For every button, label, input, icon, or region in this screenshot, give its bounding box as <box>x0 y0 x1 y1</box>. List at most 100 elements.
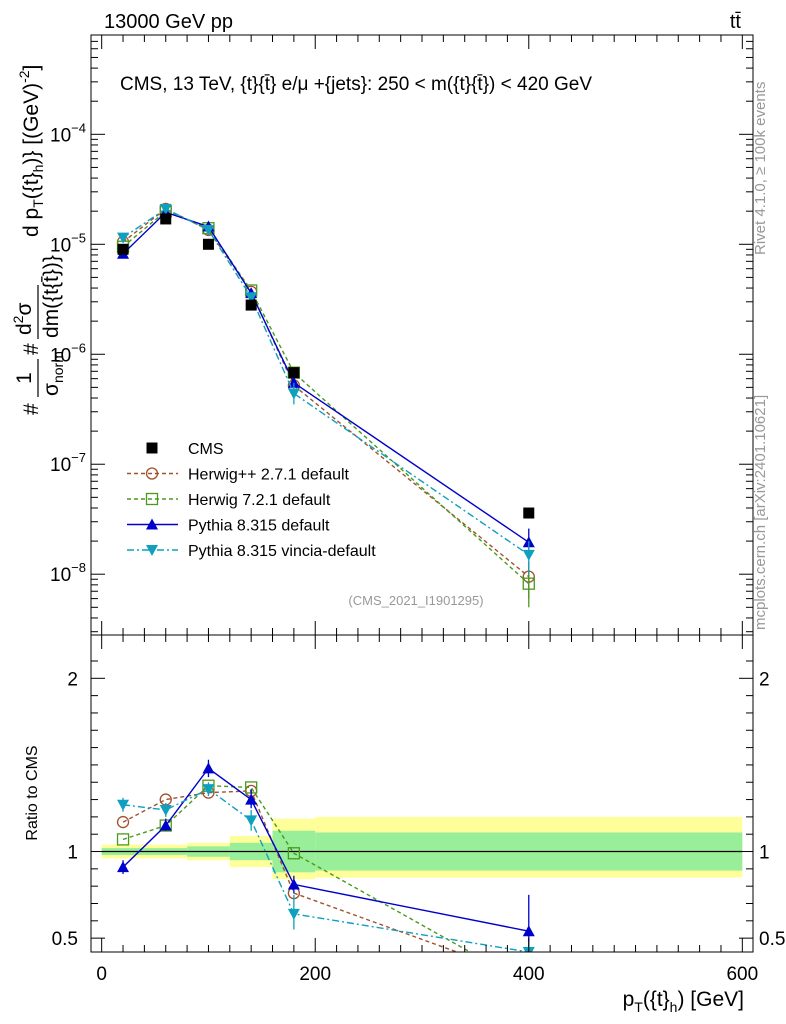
legend-label: Pythia 8.315 default <box>188 518 330 535</box>
legend-label: Pythia 8.315 vincia-default <box>188 543 376 560</box>
data-point <box>287 388 300 400</box>
ratio-point <box>245 815 258 827</box>
data-point <box>159 203 172 215</box>
data-point <box>245 299 257 311</box>
svg-text:d pT({t}h)} [(GeV)-2]: d pT({t}h)} [(GeV)-2] <box>16 65 46 237</box>
data-point <box>522 549 535 561</box>
energy-label: 13000 GeV pp <box>104 11 233 33</box>
ratio-point <box>159 804 172 816</box>
ylabel-t-sub: T <box>30 199 46 208</box>
ylabel-hash-1: # <box>20 403 43 415</box>
ratio-point <box>287 878 300 890</box>
series-line <box>122 208 530 556</box>
ratio-series-herwig-2-7-1-default <box>116 784 459 952</box>
data-point <box>160 213 172 225</box>
ratio-y-tick-label: 2 <box>67 669 78 690</box>
mcplots-label: mcplots.cern.ch [arXiv:2401.10621] <box>752 395 769 630</box>
ratio-point <box>202 784 215 796</box>
main-y-tick-base: 10 <box>50 235 71 256</box>
ylabel-one: 1 <box>13 372 36 384</box>
chart-title: CMS, 13 TeV, {t}{t̄} e/μ +{jets}: 250 < … <box>120 74 592 95</box>
ratio-line <box>122 790 459 952</box>
ylabel-sigma: σ <box>13 303 36 316</box>
ratio-series-pythia-8-315-default <box>117 759 535 952</box>
main-y-tick-exp: −7 <box>71 450 86 465</box>
data-point <box>245 292 258 304</box>
rivet-version-label: Rivet 4.1.0, ≥ 100k events <box>752 82 769 255</box>
ratio-y-tick-label: 1 <box>67 843 78 864</box>
legend: CMS Herwig++ 2.7.1 default Herwig 7.2.1 de… <box>127 441 376 560</box>
legend-item-cms: CMS <box>146 441 224 458</box>
ratio-point <box>245 793 258 805</box>
ratio-x-tick-label: 200 <box>299 964 331 985</box>
ylabel-hash-2: # <box>20 343 43 355</box>
legend-marker <box>146 545 158 556</box>
ratio-point <box>116 833 130 846</box>
legend-item-herwig-2-7-1-default: Herwig++ 2.7.1 default <box>127 467 350 484</box>
ratio-point <box>202 762 215 774</box>
ratio-point <box>116 815 130 829</box>
legend-item-pythia-8-315-default: Pythia 8.315 default <box>127 518 330 535</box>
series-cms <box>117 213 535 519</box>
main-y-tick-exp: −4 <box>71 120 86 135</box>
ylabel-two: 2 <box>10 315 26 323</box>
xlabel-end: ) [GeV] <box>677 988 744 1011</box>
ratio-x-axis-label: pT({t}h) [GeV] <box>623 988 744 1015</box>
data-point <box>522 577 535 590</box>
ratio-y-tick-label-right: 0.5 <box>759 929 785 950</box>
ratio-line <box>122 767 529 932</box>
ratio-point <box>117 799 130 811</box>
svg-text:σnorm: σnorm <box>40 351 66 396</box>
ratio-y-tick-label-right: 1 <box>759 843 770 864</box>
ratio-y-tick-label-right: 2 <box>759 669 770 690</box>
process-label: tt̄ <box>730 11 742 33</box>
data-point <box>117 243 129 255</box>
svg-text:dm({t{t̄})}: dm({t{t̄})} <box>40 255 63 338</box>
ylabel-h-sub: h <box>30 165 46 173</box>
legend-item-herwig-7-2-1-default: Herwig 7.2.1 default <box>127 492 331 509</box>
ratio-series-pythia-8-315-vincia-default <box>117 782 535 952</box>
xlabel-h-sub: h <box>670 999 678 1015</box>
svg-text:#: # <box>20 343 43 355</box>
main-y-tick-exp: −6 <box>71 340 86 355</box>
legend-label: Herwig 7.2.1 default <box>188 492 331 509</box>
main-y-axis-label: # 1 σnorm # d2σ dm({t{t̄})} d pT({t}h)} … <box>10 65 66 415</box>
main-y-tick-label: 10−4 <box>50 120 86 146</box>
ratio-point <box>287 847 301 860</box>
main-y-tick-base: 10 <box>50 455 71 476</box>
series-line <box>122 211 530 543</box>
main-y-tick-base: 10 <box>50 125 71 146</box>
ylabel-close: )} [(GeV) <box>20 83 43 165</box>
legend-label: CMS <box>188 441 224 458</box>
ratio-point <box>287 908 300 920</box>
ratio-x-tick-label: 0 <box>96 964 107 985</box>
main-y-tick-label: 10−7 <box>50 450 86 476</box>
series-pythia-8-315-vincia-default <box>117 203 535 575</box>
legend-marker <box>146 518 158 530</box>
ylabel-dpt: d p <box>20 208 43 237</box>
ylabel-norm: norm <box>50 351 66 383</box>
ylabel-th: ({t} <box>20 172 43 199</box>
data-point <box>117 232 130 244</box>
ratio-line <box>122 788 529 952</box>
ylabel-exp: -2 <box>16 70 32 83</box>
svg-text:#: # <box>20 403 43 415</box>
legend-item-pythia-8-315-vincia-default: Pythia 8.315 vincia-default <box>127 543 376 560</box>
ylabel-end: ] <box>20 65 43 71</box>
data-point <box>523 507 535 519</box>
main-y-tick-label: 10−5 <box>50 230 86 256</box>
ratio-point <box>117 861 130 873</box>
analysis-id-label: (CMS_2021_I1901295) <box>348 593 483 608</box>
data-point <box>202 224 215 236</box>
ylabel-sigma-norm: σ <box>40 383 63 396</box>
legend-marker <box>145 467 159 480</box>
legend-marker <box>146 442 158 454</box>
main-panel: 10−810−710−610−510−4 CMS, 13 TeV, {t}{t̄… <box>10 34 754 636</box>
series-line <box>122 210 530 585</box>
ratio-series-herwig-7-2-1-default <box>116 779 472 952</box>
main-y-tick-label: 10−8 <box>50 560 86 586</box>
ratio-line <box>122 784 472 952</box>
xlabel-mid: ({t} <box>643 988 670 1011</box>
ratio-point <box>522 925 535 937</box>
